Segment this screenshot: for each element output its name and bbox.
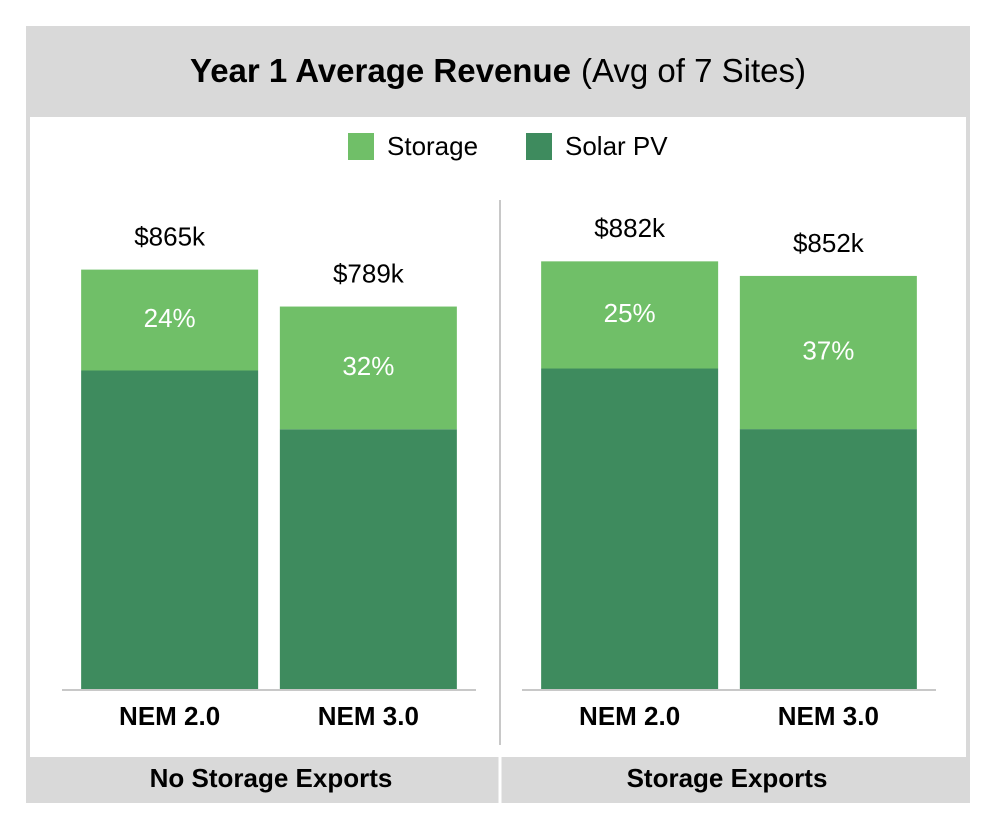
total-label: $882k	[594, 213, 666, 243]
bar-segment	[541, 368, 719, 690]
group-label: No Storage Exports	[150, 763, 393, 793]
bar-segment	[81, 269, 259, 371]
x-tick-label: NEM 3.0	[778, 701, 879, 731]
share-label: 32%	[342, 351, 394, 381]
bar-segment	[739, 275, 917, 430]
total-label: $852k	[793, 228, 865, 258]
total-label: $789k	[333, 258, 405, 288]
chart-title: Year 1 Average Revenue (Avg of 7 Sites)	[190, 52, 806, 89]
legend-swatch	[348, 133, 374, 160]
bar-segment	[739, 429, 917, 690]
total-label: $865k	[134, 221, 206, 251]
x-tick-label: NEM 2.0	[119, 701, 220, 731]
bar-segment	[81, 370, 259, 690]
x-tick-label: NEM 3.0	[318, 701, 419, 731]
subtitle: (Avg of 7 Sites)	[581, 52, 806, 89]
title: Year 1 Average Revenue	[190, 52, 571, 89]
bar-segment	[279, 429, 457, 690]
legend-label: Storage	[387, 131, 478, 161]
share-label: 25%	[604, 298, 656, 328]
group-label: Storage Exports	[627, 763, 828, 793]
legend-swatch	[526, 133, 552, 160]
bar-segment	[541, 261, 719, 369]
x-tick-label: NEM 2.0	[579, 701, 680, 731]
share-label: 24%	[144, 303, 196, 333]
bar-segment	[279, 306, 457, 430]
share-label: 37%	[802, 335, 854, 365]
legend-label: Solar PV	[565, 131, 668, 161]
